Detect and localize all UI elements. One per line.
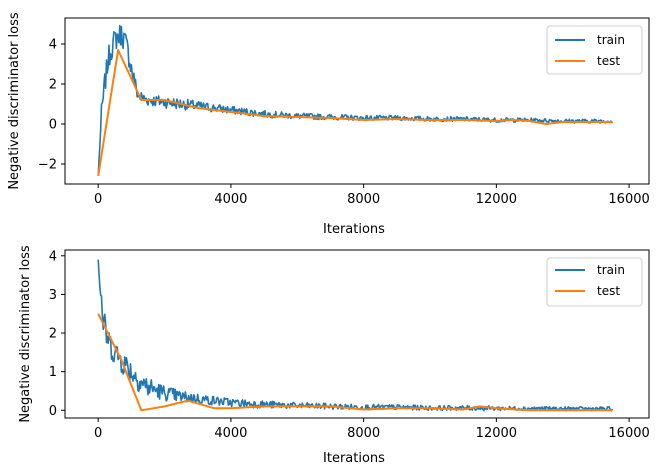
legend-box-top [546, 25, 643, 75]
y-axis-label-bottom: Negative discriminator loss [18, 245, 33, 423]
y-tick-label-top: 2 [49, 78, 57, 93]
x-axis-label-top: Iterations [323, 222, 385, 237]
y-tick-label-bottom: 0 [49, 404, 57, 419]
legend-test-label-top: test [597, 54, 620, 68]
plot-frame-top [64, 17, 650, 185]
legend-bottom: train test [546, 257, 643, 307]
x-tick-label-top: 0 [94, 192, 102, 207]
y-tick-label-bottom: 3 [49, 288, 57, 303]
y-axis-label-top: Negative discriminator loss [7, 12, 22, 190]
y-tick-label-top: 4 [49, 38, 57, 53]
x-tick-label-bottom: 8000 [347, 426, 380, 441]
legend-top: train test [546, 25, 643, 75]
x-tick-label-bottom: 12000 [476, 426, 517, 441]
legend-test-label-bottom: test [597, 284, 620, 298]
plot-frame-bottom [64, 249, 650, 419]
x-tick-label-top: 12000 [476, 192, 517, 207]
series-train-line-top [97, 24, 614, 177]
x-tick-label-top: 16000 [608, 192, 649, 207]
x-tick-label-bottom: 0 [94, 426, 102, 441]
legend-train-label-top: train [597, 33, 625, 47]
chart-top: 0 4000 8000 12000 16000 −2 0 2 4 Iterations Nega… [7, 12, 650, 237]
x-tick-label-top: 8000 [347, 192, 380, 207]
series-test-line-bottom [97, 313, 613, 412]
y-tick-label-bottom: 2 [49, 327, 57, 342]
x-tick-label-top: 4000 [214, 192, 247, 207]
y-tick-label-bottom: 4 [49, 249, 57, 264]
x-tick-label-bottom: 4000 [214, 426, 247, 441]
legend-box-bottom [546, 257, 643, 307]
y-tick-label-top: −2 [38, 158, 57, 173]
chart-bottom: 0 4000 8000 12000 16000 0 1 2 3 4 Iterations Nega… [18, 245, 650, 465]
legend-train-label-bottom: train [597, 263, 625, 277]
y-tick-label-top: 0 [49, 118, 57, 133]
x-axis-label-bottom: Iterations [323, 451, 385, 465]
y-tick-label-bottom: 1 [49, 365, 57, 380]
x-tick-label-bottom: 16000 [608, 426, 649, 441]
series-test-line-top [97, 49, 613, 177]
